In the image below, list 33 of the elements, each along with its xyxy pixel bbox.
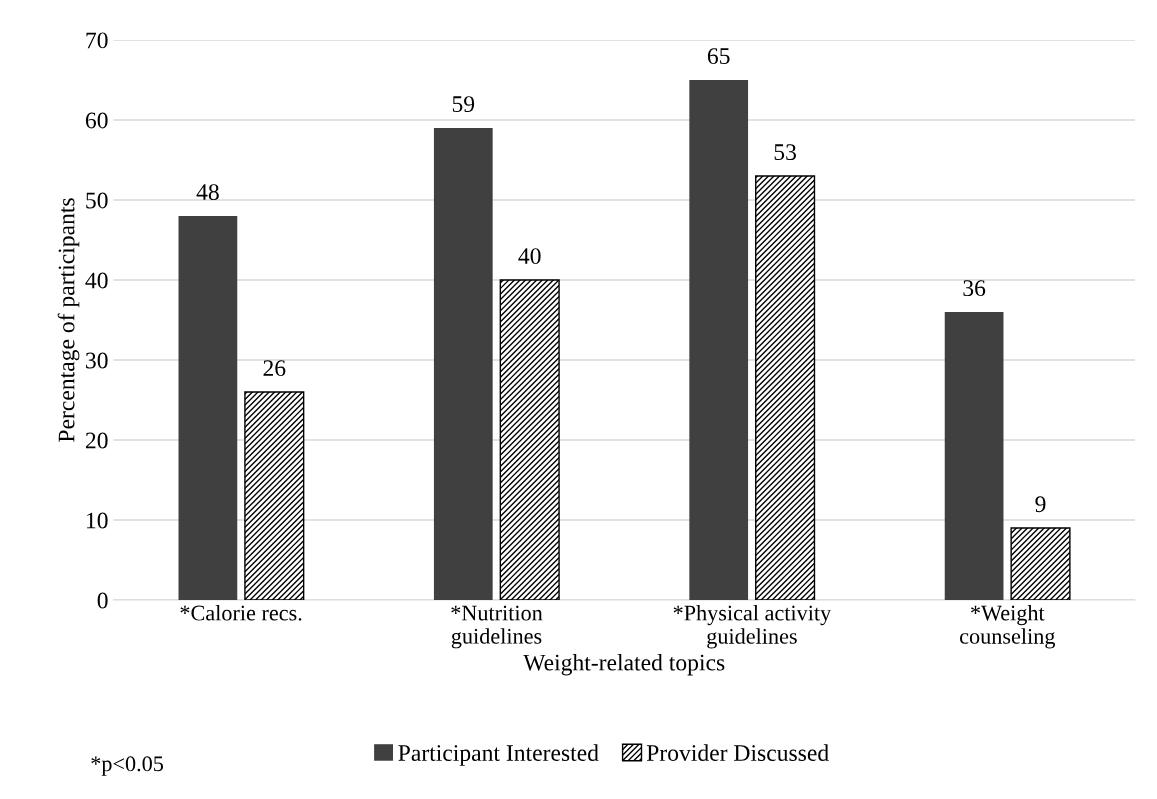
text: *p<0.05 [91,756,164,776]
data-label: 36 [963,280,986,297]
y-tick-label: 0 [97,592,108,609]
legend-label: Participant Interested [398,744,599,766]
bar [244,391,305,601]
data-label: 26 [263,360,286,377]
bar [1010,527,1071,601]
bar [499,279,560,601]
bar [755,175,816,601]
y-tick-label: 50 [86,192,108,209]
x-tick-label: *Calorie recs. [180,604,302,621]
data-label: 65 [707,48,730,65]
data-label: 53 [774,144,796,161]
bar [178,215,238,601]
y-tick-label: 20 [85,432,108,449]
bar [433,127,493,601]
x-tick-label: *Physical activity guidelines [673,604,832,649]
data-label: 9 [1035,496,1046,513]
y-tick-label: 40 [85,272,108,289]
y-tick-label: 30 [86,352,108,369]
y-tick-label: 10 [86,512,108,529]
x-tick-label: *Nutrition guidelines [451,605,543,649]
legend-label: Provider Discussed [646,744,829,761]
y-tick-label: 70 [86,32,108,49]
bar [944,312,1004,601]
x-axis-title: Weight-related topics [523,653,725,676]
data-label: 59 [452,96,475,113]
bar [689,79,749,601]
data-label: 40 [518,248,541,265]
x-tick-label: *Weight counseling [960,604,1056,649]
data-label: 48 [196,184,219,201]
y-axis-title: Percentage of participants [57,198,80,442]
y-tick-label: 60 [85,112,108,129]
